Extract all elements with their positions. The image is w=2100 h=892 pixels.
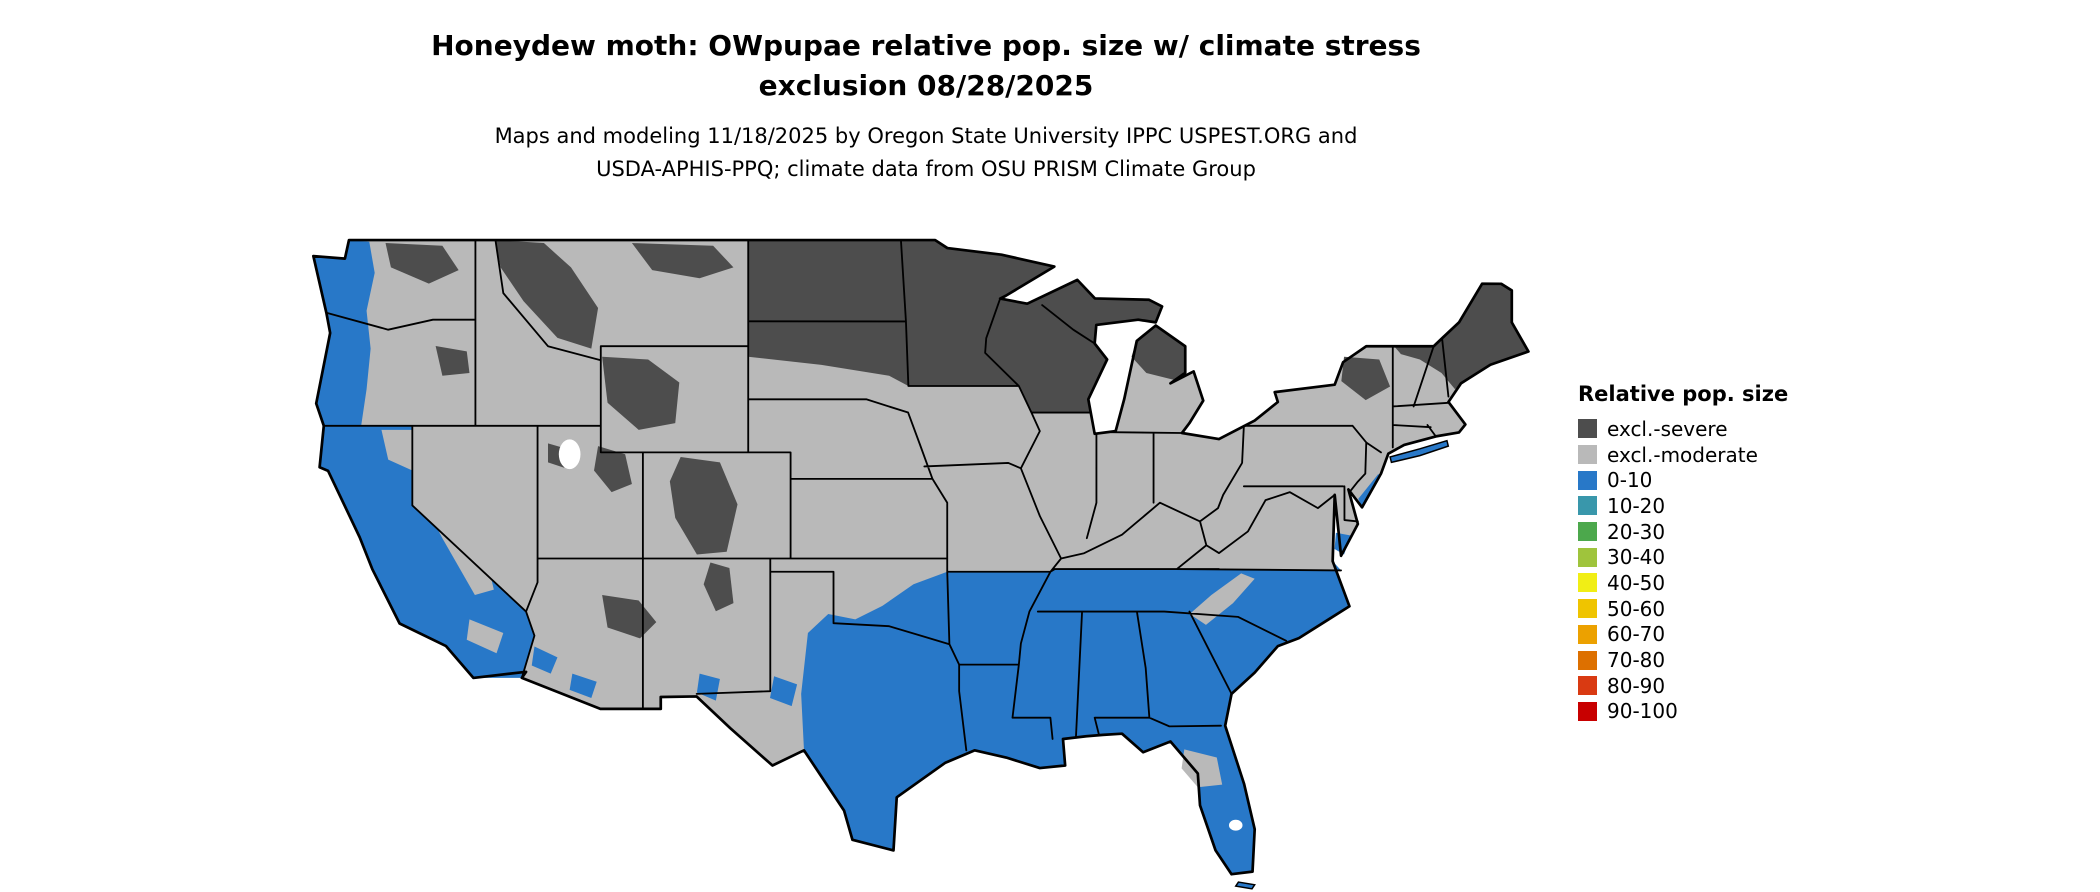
legend-swatch-excl-severe bbox=[1578, 419, 1597, 439]
region-severe-north-cascades bbox=[385, 243, 459, 284]
legend-item: 90-100 bbox=[1578, 699, 1788, 725]
legend-label: 50-60 bbox=[1607, 596, 1666, 621]
long-island bbox=[1389, 439, 1450, 464]
legend-item: 0-10 bbox=[1578, 467, 1788, 493]
us-map bbox=[307, 226, 1539, 891]
us-map-svg bbox=[312, 238, 1530, 890]
legend-item: 40-50 bbox=[1578, 570, 1788, 596]
legend-label: 40-50 bbox=[1607, 570, 1666, 595]
legend-swatch-60-70 bbox=[1578, 624, 1597, 644]
page-title-line1: Honeydew moth: OWpupae relative pop. siz… bbox=[431, 29, 1421, 62]
legend-item: 20-30 bbox=[1578, 519, 1788, 545]
legend-item: 10-20 bbox=[1578, 493, 1788, 519]
legend-swatch-80-90 bbox=[1578, 676, 1597, 696]
legend-label: 20-30 bbox=[1607, 519, 1666, 544]
region-moderate-california-ne bbox=[381, 429, 413, 471]
legend-swatch-70-80 bbox=[1578, 650, 1597, 670]
region-moderate-mojave bbox=[466, 619, 504, 654]
legend-label: 80-90 bbox=[1607, 673, 1666, 698]
legend-item: 30-40 bbox=[1578, 544, 1788, 570]
legend-swatch-20-30 bbox=[1578, 522, 1597, 542]
legend-label: 0-10 bbox=[1607, 468, 1653, 493]
great-salt-lake bbox=[558, 439, 581, 470]
region-blue-arizona-patch-1 bbox=[531, 646, 558, 674]
region-blue-arizona-patch-2 bbox=[569, 673, 597, 698]
region-severe-colorado-rockies bbox=[669, 456, 738, 555]
region-blue-westtexas-patch bbox=[770, 676, 798, 707]
region-blue-pacific-northwest bbox=[313, 240, 375, 426]
legend-swatch-30-40 bbox=[1578, 547, 1597, 567]
florida-keys bbox=[1234, 881, 1256, 890]
region-severe-north-montana bbox=[631, 243, 734, 279]
legend-swatch-40-50 bbox=[1578, 573, 1597, 593]
legend: Relative pop. size excl.-severe excl.-mo… bbox=[1578, 382, 1788, 724]
legend-item: 50-60 bbox=[1578, 596, 1788, 622]
legend-item: excl.-moderate bbox=[1578, 442, 1788, 468]
region-moderate-north-florida bbox=[1181, 749, 1223, 788]
page-title-line2: exclusion 08/28/2025 bbox=[758, 69, 1094, 102]
subtitle: Maps and modeling 11/18/2025 by Oregon S… bbox=[0, 120, 1852, 186]
legend-label: 90-100 bbox=[1607, 699, 1678, 724]
legend-label: 60-70 bbox=[1607, 622, 1666, 647]
legend-swatch-90-100 bbox=[1578, 701, 1597, 721]
legend-label: excl.-moderate bbox=[1607, 442, 1758, 467]
region-moderate-appalachians bbox=[1189, 573, 1255, 625]
legend-label: 10-20 bbox=[1607, 493, 1666, 518]
region-severe-blue-mountains bbox=[435, 345, 470, 376]
legend-label: 70-80 bbox=[1607, 648, 1666, 673]
region-severe-uinta bbox=[594, 446, 632, 493]
lake-okeechobee bbox=[1228, 819, 1243, 831]
legend-label: 30-40 bbox=[1607, 545, 1666, 570]
legend-label: excl.-severe bbox=[1607, 416, 1728, 441]
region-severe-new-mexico-north bbox=[703, 562, 734, 612]
us-outline bbox=[312, 238, 1530, 876]
legend-item: 70-80 bbox=[1578, 647, 1788, 673]
legend-item: 80-90 bbox=[1578, 673, 1788, 699]
legend-title: Relative pop. size bbox=[1578, 382, 1789, 406]
header: Honeydew moth: OWpupae relative pop. siz… bbox=[0, 26, 1852, 186]
legend-item: 60-70 bbox=[1578, 622, 1788, 648]
region-severe-yellowstone bbox=[602, 356, 680, 430]
region-severe-north-michigan bbox=[1131, 325, 1186, 380]
legend-item: excl.-severe bbox=[1578, 416, 1788, 442]
legend-swatch-10-20 bbox=[1578, 496, 1597, 516]
region-blue-southeast bbox=[801, 561, 1350, 875]
region-moderate-sierra bbox=[418, 463, 494, 596]
subtitle-line1: Maps and modeling 11/18/2025 by Oregon S… bbox=[494, 124, 1358, 148]
region-severe-adirondacks bbox=[1341, 356, 1391, 401]
region-severe-west-montana-idaho bbox=[495, 240, 599, 349]
legend-swatch-50-60 bbox=[1578, 599, 1597, 619]
legend-swatch-0-10 bbox=[1578, 470, 1597, 490]
legend-swatch-excl-moderate bbox=[1578, 445, 1597, 465]
subtitle-line2: USDA-APHIS-PPQ; climate data from OSU PR… bbox=[596, 157, 1256, 181]
region-blue-california bbox=[319, 425, 535, 678]
region-severe-north-band bbox=[748, 240, 1163, 413]
state-borders bbox=[322, 239, 1450, 752]
